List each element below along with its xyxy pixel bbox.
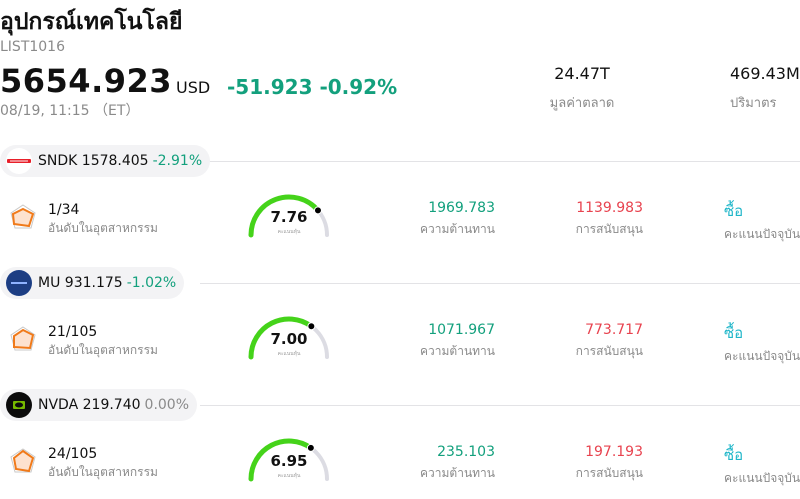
sandisk-logo-icon bbox=[6, 148, 32, 174]
gauge-marker bbox=[306, 443, 315, 452]
resistance-value: 1969.783 bbox=[428, 200, 495, 216]
index-change-percent: -0.92% bbox=[319, 75, 398, 99]
industry-rank: 24/105 bbox=[48, 446, 98, 462]
score-gauge bbox=[248, 194, 329, 238]
resistance-label: ความต้านทาน bbox=[420, 344, 495, 358]
gauge-fill bbox=[248, 316, 314, 360]
volume-stat: 469.43M ปริมาตร bbox=[706, 64, 800, 113]
index-change: -51.923 -0.92% bbox=[227, 75, 397, 99]
industry-rank-label: อันดับในอุตสาหกรรม bbox=[48, 221, 158, 235]
market-cap-stat: 24.47T มูลค่าตลาด bbox=[520, 64, 644, 113]
resistance-label: ความต้านทาน bbox=[420, 222, 495, 236]
support-value: 773.717 bbox=[585, 322, 643, 338]
rating-value[interactable]: ซื้อ bbox=[724, 202, 744, 220]
index-title: อุปกรณ์เทคโนโลยี bbox=[0, 9, 183, 35]
industry-rank-label: อันดับในอุตสาหกรรม bbox=[48, 465, 158, 479]
score-label: คะแนนหุ้น bbox=[277, 473, 301, 479]
rating-value[interactable]: ซื้อ bbox=[724, 324, 744, 342]
gauge-fill bbox=[248, 438, 314, 482]
radar-chart-icon bbox=[10, 326, 36, 351]
score-gauge bbox=[248, 316, 329, 360]
gauge-marker bbox=[313, 206, 322, 215]
score-value: 6.95 bbox=[270, 452, 308, 470]
support-label: การสนับสนุน bbox=[575, 222, 643, 236]
row-divider bbox=[200, 283, 800, 284]
score-gauge bbox=[248, 438, 329, 482]
industry-rank: 21/105 bbox=[48, 324, 98, 340]
stock-pill-mu[interactable]: MU 931.175 -1.02% bbox=[0, 267, 185, 299]
market-cap-value: 24.47T bbox=[554, 64, 610, 83]
stock-change-percent: -2.91% bbox=[152, 153, 203, 169]
volume-value: 469.43M bbox=[730, 64, 800, 83]
rating-label: คะแนนปัจจุบัน bbox=[724, 471, 800, 485]
nvidia-logo-icon bbox=[6, 392, 32, 418]
row-divider bbox=[200, 161, 800, 162]
volume-label: ปริมาตร bbox=[730, 96, 777, 111]
score-value: 7.00 bbox=[270, 330, 308, 348]
support-value: 197.193 bbox=[585, 444, 643, 460]
gauge-fill bbox=[248, 194, 321, 238]
rating-value[interactable]: ซื้อ bbox=[724, 446, 744, 464]
market-cap-label: มูลค่าตลาด bbox=[549, 96, 615, 111]
industry-rank: 1/34 bbox=[48, 202, 80, 218]
resistance-label: ความต้านทาน bbox=[420, 466, 495, 480]
index-code: LIST1016 bbox=[0, 39, 65, 55]
index-price: 5654.923 bbox=[0, 62, 173, 100]
gauge-marker bbox=[307, 322, 316, 331]
score-value: 7.76 bbox=[270, 208, 308, 226]
industry-rank-label: อันดับในอุตสาหกรรม bbox=[48, 343, 158, 357]
stock-pill-sndk[interactable]: SNDK 1578.405 -2.91% bbox=[0, 145, 211, 177]
timestamp: 08/19, 11:15 （ET） bbox=[0, 103, 140, 119]
stock-change-percent: -1.02% bbox=[126, 275, 177, 291]
micron-logo-icon bbox=[6, 270, 32, 296]
stock-symbol: MU 931.175 bbox=[38, 275, 123, 291]
rating-label: คะแนนปัจจุบัน bbox=[724, 349, 800, 363]
radar-chart-icon bbox=[10, 448, 36, 473]
stock-symbol: NVDA 219.740 bbox=[38, 397, 141, 413]
currency-label: USD bbox=[176, 78, 211, 97]
radar-chart-icon bbox=[10, 204, 36, 229]
score-label: คะแนนหุ้น bbox=[277, 229, 301, 235]
row-divider bbox=[200, 405, 800, 406]
stock-change-percent: 0.00% bbox=[144, 397, 190, 413]
score-label: คะแนนหุ้น bbox=[277, 351, 301, 357]
resistance-value: 235.103 bbox=[437, 444, 495, 460]
support-value: 1139.983 bbox=[576, 200, 643, 216]
resistance-value: 1071.967 bbox=[428, 322, 495, 338]
support-label: การสนับสนุน bbox=[575, 466, 643, 480]
rating-label: คะแนนปัจจุบัน bbox=[724, 227, 800, 241]
stock-symbol: SNDK 1578.405 bbox=[38, 153, 149, 169]
stock-pill-nvda[interactable]: NVDA 219.740 0.00% bbox=[0, 389, 198, 421]
index-change-value: -51.923 bbox=[227, 75, 313, 99]
support-label: การสนับสนุน bbox=[575, 344, 643, 358]
